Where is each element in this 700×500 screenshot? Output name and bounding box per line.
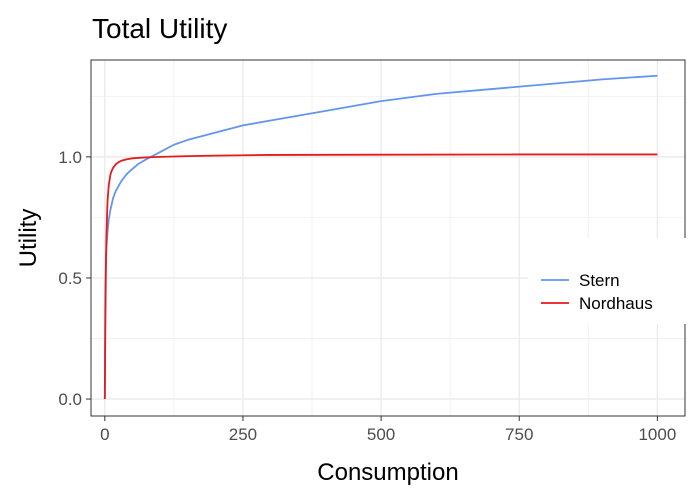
x-tick-label: 0 [100, 425, 109, 444]
y-tick-label: 0.0 [58, 390, 82, 409]
x-tick-label: 1000 [638, 425, 676, 444]
minor-gridlines [91, 60, 685, 416]
series-line-nordhaus [103, 153, 658, 400]
chart-title: Total Utility [92, 13, 227, 44]
y-axis-title: Utility [15, 209, 42, 268]
legend-label-nordhaus: Nordhaus [579, 294, 653, 313]
x-axis-ticks: 0 250 500 750 1000 [100, 416, 676, 444]
y-axis-ticks: 0.0 0.5 1.0 [58, 148, 91, 409]
y-tick-label: 1.0 [58, 148, 82, 167]
y-tick-label: 0.5 [58, 269, 82, 288]
x-axis-title: Consumption [317, 459, 458, 486]
major-gridlines [91, 60, 685, 416]
legend-label-stern: Stern [579, 271, 620, 290]
x-tick-label: 750 [505, 425, 533, 444]
x-tick-label: 250 [229, 425, 257, 444]
x-tick-label: 500 [367, 425, 395, 444]
legend-background [528, 238, 686, 324]
legend: Stern Nordhaus [528, 238, 686, 324]
series-line-stern [103, 74, 658, 400]
series-lines [103, 74, 658, 400]
